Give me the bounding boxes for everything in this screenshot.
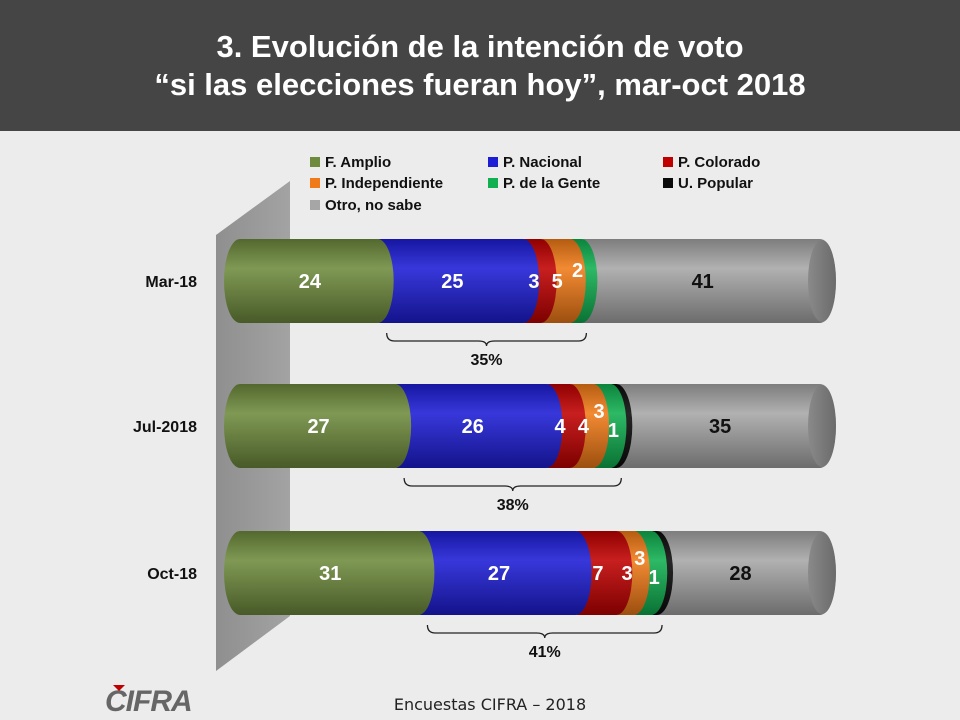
source-footer: Encuestas CIFRA – 2018: [393, 695, 587, 714]
stacked-bar-chart: F. Amplio P. Nacional P. Colorado P. Indepe…: [133, 154, 836, 671]
legend-label: P. de la Gente: [503, 175, 600, 192]
data-label: 25: [441, 271, 463, 293]
bar-segment: [224, 384, 412, 468]
data-label: 3: [593, 401, 604, 423]
slide-title-line1: 3. Evolución de la intención de voto: [216, 28, 744, 64]
data-label: 3: [634, 548, 645, 570]
category-label: Mar-18: [145, 274, 197, 291]
logo-accent-icon: [113, 685, 125, 691]
bar-segment: [404, 531, 592, 615]
bracket: [403, 477, 622, 492]
legend-swatch: [488, 178, 498, 188]
legend-swatch: [310, 157, 320, 167]
legend-swatch: [663, 157, 673, 167]
bar-end-cap: [808, 385, 836, 467]
category-label: Jul-2018: [133, 419, 197, 436]
legend-label: P. Colorado: [678, 154, 760, 171]
data-label: 1: [608, 420, 619, 442]
data-label: 3: [528, 271, 539, 293]
slide-header: 3. Evolución de la intención de voto “si…: [0, 0, 960, 131]
bar-segment: [224, 531, 435, 615]
data-label: 5: [552, 271, 563, 293]
legend-label: Otro, no sabe: [325, 197, 422, 214]
bracket: [386, 332, 588, 347]
legend-label: P. Independiente: [325, 175, 443, 192]
data-label: 2: [572, 260, 583, 282]
bar-segment: [363, 239, 540, 323]
data-label: 27: [488, 563, 510, 585]
legend-swatch: [310, 200, 320, 210]
slide-title-line2: “si las elecciones fueran hoy”, mar-oct …: [154, 66, 806, 102]
legend-label: U. Popular: [678, 175, 753, 192]
category-label: Oct-18: [147, 566, 197, 583]
bar-segment: [381, 384, 563, 468]
legend-label: F. Amplio: [325, 154, 391, 171]
bar-end-cap: [808, 240, 836, 322]
data-label: 41: [692, 271, 714, 293]
data-label: 4: [578, 416, 590, 438]
data-label: 26: [462, 416, 484, 438]
data-label: 28: [729, 563, 751, 585]
data-label: 24: [299, 271, 322, 293]
bracket-label: 38%: [497, 497, 529, 514]
legend-label: P. Nacional: [503, 154, 582, 171]
bar-segment: [602, 384, 836, 468]
bracket-label: 35%: [471, 352, 503, 369]
bracket: [426, 624, 663, 639]
bar-end-cap: [808, 532, 836, 614]
data-label: 3: [621, 563, 632, 585]
legend-swatch: [663, 178, 673, 188]
data-label: 7: [592, 563, 603, 585]
data-label: 35: [709, 416, 731, 438]
legend-swatch: [488, 157, 498, 167]
cifra-logo: CIFRA: [105, 685, 193, 717]
data-label: 27: [307, 416, 329, 438]
legend: F. Amplio P. Nacional P. Colorado P. Indepe…: [310, 154, 760, 214]
data-label: 31: [319, 563, 341, 585]
bar-segment: [643, 531, 836, 615]
bar-segment: [224, 239, 394, 323]
bar-row: Mar-18 24 25 3 5 2 41 35%: [145, 239, 836, 369]
data-label: 4: [555, 416, 567, 438]
bracket-label: 41%: [529, 644, 561, 661]
bar-segment: [567, 239, 836, 323]
data-label: 1: [649, 567, 660, 589]
legend-swatch: [310, 178, 320, 188]
